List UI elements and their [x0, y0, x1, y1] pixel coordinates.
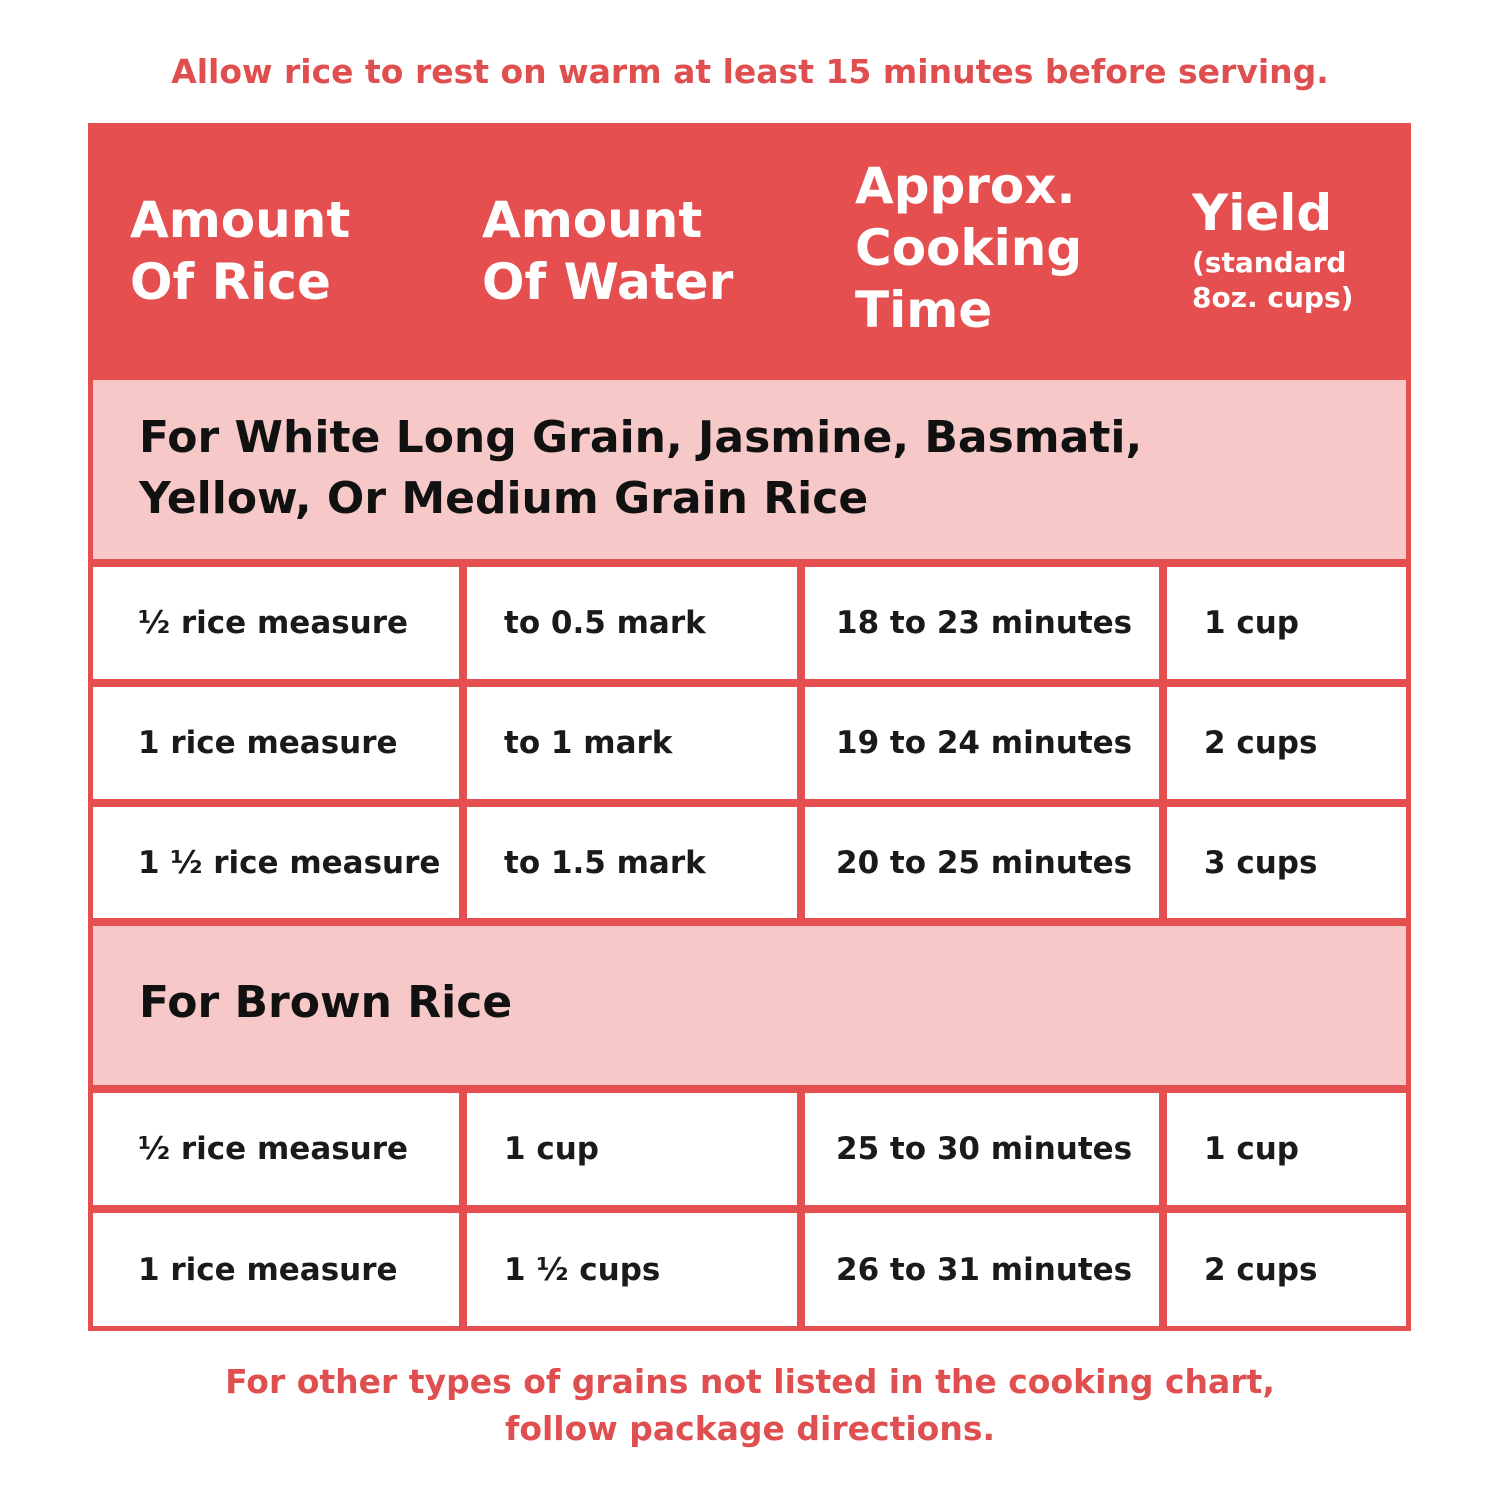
- header-text: Amount: [130, 191, 351, 249]
- section-header-brown-rice: For Brown Rice: [93, 926, 1406, 1085]
- header-text: Cooking: [855, 219, 1083, 277]
- header-yield: Yield (standard 8oz. cups): [1192, 181, 1353, 315]
- header-amount-of-rice: Amount Of Rice: [130, 189, 350, 313]
- table-cell: to 0.5 mark: [467, 567, 797, 679]
- table-cell: 2 cups: [1167, 687, 1406, 799]
- table-cell: ½ rice measure: [93, 567, 459, 679]
- section-title: For Brown Rice: [139, 972, 512, 1033]
- table-cell: ½ rice measure: [93, 1093, 459, 1205]
- table-cell: 20 to 25 minutes: [805, 807, 1159, 918]
- table-cell: 1 cup: [1167, 1093, 1406, 1205]
- table-cell: to 1.5 mark: [467, 807, 797, 918]
- section-title: For White Long Grain, Jasmine, Basmati, …: [139, 407, 1142, 529]
- table-cell: 1 ½ cups: [467, 1213, 797, 1326]
- table-cell: 18 to 23 minutes: [805, 567, 1159, 679]
- header-subtext: 8oz. cups): [1192, 281, 1354, 314]
- bottom-note-line: For other types of grains not listed in …: [225, 1362, 1275, 1401]
- header-subtext: (standard: [1192, 246, 1347, 279]
- section-title-line: For Brown Rice: [139, 977, 513, 1028]
- table-cell: 1 cup: [467, 1093, 797, 1205]
- header-text: Of Water: [482, 253, 734, 311]
- table-cell: 25 to 30 minutes: [805, 1093, 1159, 1205]
- section-title-line: Yellow, Or Medium Grain Rice: [139, 473, 869, 524]
- header-text: Amount: [482, 191, 703, 249]
- header-amount-of-water: Amount Of Water: [482, 189, 733, 313]
- table-cell: 19 to 24 minutes: [805, 687, 1159, 799]
- table-cell: 1 rice measure: [93, 1213, 459, 1326]
- table-cell: 2 cups: [1167, 1213, 1406, 1326]
- header-text: Yield: [1192, 184, 1333, 242]
- header-text: Approx.: [855, 157, 1076, 215]
- header-cooking-time: Approx. Cooking Time: [855, 155, 1082, 341]
- header-text: Of Rice: [130, 253, 331, 311]
- table-cell: 26 to 31 minutes: [805, 1213, 1159, 1326]
- section-title-line: For White Long Grain, Jasmine, Basmati,: [139, 412, 1143, 463]
- header-text: Time: [855, 281, 993, 339]
- table-cell: 3 cups: [1167, 807, 1406, 918]
- bottom-note: For other types of grains not listed in …: [0, 1358, 1500, 1452]
- table-cell: 1 ½ rice measure: [93, 807, 459, 918]
- bottom-note-line: follow package directions.: [504, 1409, 996, 1448]
- table-cell: 1 rice measure: [93, 687, 459, 799]
- rice-cooking-chart: Amount Of Rice Amount Of Water Approx. C…: [88, 123, 1411, 1331]
- top-note: Allow rice to rest on warm at least 15 m…: [171, 52, 1329, 91]
- table-cell: to 1 mark: [467, 687, 797, 799]
- table-header: Amount Of Rice Amount Of Water Approx. C…: [88, 123, 1411, 380]
- section-header-white-rice: For White Long Grain, Jasmine, Basmati, …: [93, 380, 1406, 559]
- table-cell: 1 cup: [1167, 567, 1406, 679]
